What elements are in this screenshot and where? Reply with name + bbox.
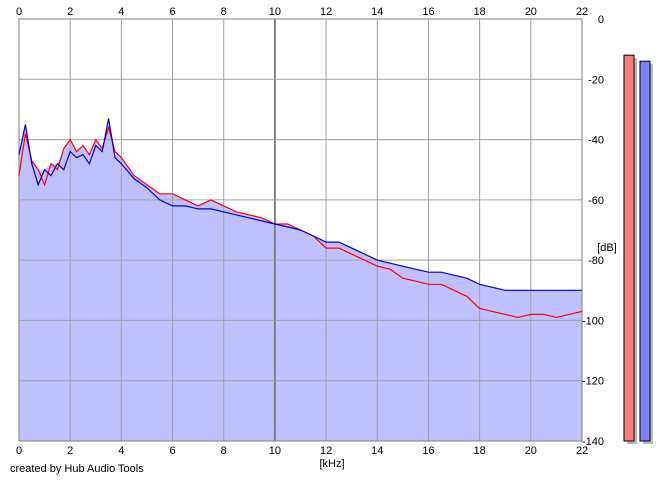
x-tick-label-bottom: 16 — [422, 445, 434, 457]
x-tick-label-top: 6 — [169, 6, 175, 18]
x-tick-label-top: 14 — [371, 6, 383, 18]
x-tick-label-bottom: 14 — [371, 445, 383, 457]
y-tick-label: -100 — [582, 315, 604, 327]
credit-text: created by Hub Audio Tools — [10, 463, 144, 475]
level-meter-bar — [639, 60, 651, 442]
x-tick-label-bottom: 2 — [67, 445, 73, 457]
y-tick-label: -20 — [588, 74, 604, 86]
x-tick-label-top: 10 — [269, 6, 281, 18]
x-tick-label-bottom: 0 — [16, 445, 22, 457]
x-tick-label-bottom: 18 — [474, 445, 486, 457]
x-tick-label-bottom: 6 — [169, 445, 175, 457]
x-tick-label-top: 20 — [525, 6, 537, 18]
y-tick-label: -60 — [588, 195, 604, 207]
x-axis-label: [kHz] — [319, 458, 344, 470]
x-tick-label-top: 2 — [67, 6, 73, 18]
x-tick-label-top: 4 — [118, 6, 124, 18]
x-tick-label-top: 8 — [221, 6, 227, 18]
y-tick-label: 0 — [598, 14, 604, 26]
series-line-0 — [18, 125, 583, 319]
y-tick-label: -40 — [588, 135, 604, 147]
y-tick-label: -120 — [582, 376, 604, 388]
x-tick-label-bottom: 20 — [525, 445, 537, 457]
level-meter-bar — [623, 54, 635, 442]
series-line-1 — [18, 118, 582, 291]
x-tick-label-top: 22 — [576, 6, 588, 18]
x-tick-label-bottom: 8 — [221, 445, 227, 457]
x-tick-label-bottom: 4 — [118, 445, 124, 457]
y-axis-label: [dB] — [597, 242, 617, 254]
x-tick-label-top: 16 — [422, 6, 434, 18]
x-tick-label-top: 0 — [16, 6, 22, 18]
x-tick-label-bottom: 22 — [576, 445, 588, 457]
y-tick-label: -80 — [588, 255, 604, 267]
x-tick-label-top: 12 — [320, 6, 332, 18]
plot-border — [18, 18, 583, 442]
x-tick-label-top: 18 — [474, 6, 486, 18]
x-tick-label-bottom: 12 — [320, 445, 332, 457]
y-tick-label: -140 — [582, 436, 604, 448]
x-tick-label-bottom: 10 — [269, 445, 281, 457]
